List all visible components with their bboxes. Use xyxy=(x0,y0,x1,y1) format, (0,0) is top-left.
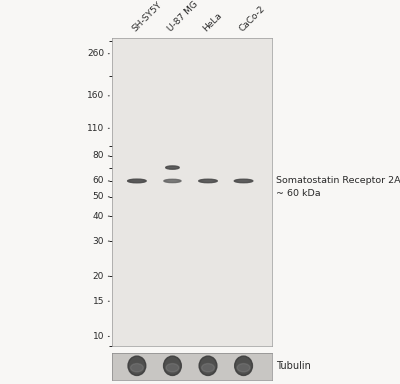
Text: 110: 110 xyxy=(87,124,104,133)
Text: 20: 20 xyxy=(93,272,104,281)
Ellipse shape xyxy=(130,364,143,372)
Ellipse shape xyxy=(199,356,217,376)
Ellipse shape xyxy=(164,356,181,376)
Text: 10: 10 xyxy=(93,332,104,341)
Text: CaCo-2: CaCo-2 xyxy=(237,4,266,33)
Ellipse shape xyxy=(237,364,250,372)
Text: Somatostatin Receptor 2A: Somatostatin Receptor 2A xyxy=(276,176,400,185)
Ellipse shape xyxy=(199,179,217,183)
Text: 15: 15 xyxy=(93,297,104,306)
Text: SH-SY5Y: SH-SY5Y xyxy=(130,0,164,33)
Text: 160: 160 xyxy=(87,91,104,100)
Ellipse shape xyxy=(234,179,253,183)
Text: Tubulin: Tubulin xyxy=(276,361,311,371)
Ellipse shape xyxy=(164,179,181,183)
Text: 80: 80 xyxy=(93,151,104,161)
Text: 260: 260 xyxy=(87,49,104,58)
Ellipse shape xyxy=(166,364,179,372)
Text: 50: 50 xyxy=(93,192,104,201)
Ellipse shape xyxy=(202,364,214,372)
Ellipse shape xyxy=(166,166,179,169)
Text: 60: 60 xyxy=(93,176,104,185)
Text: HeLa: HeLa xyxy=(202,11,224,33)
Ellipse shape xyxy=(128,356,146,376)
Text: U-87 MG: U-87 MG xyxy=(166,0,200,33)
Text: 30: 30 xyxy=(93,237,104,246)
Ellipse shape xyxy=(128,179,146,183)
Text: ~ 60 kDa: ~ 60 kDa xyxy=(276,189,321,198)
Text: 40: 40 xyxy=(93,212,104,221)
Ellipse shape xyxy=(235,356,252,376)
